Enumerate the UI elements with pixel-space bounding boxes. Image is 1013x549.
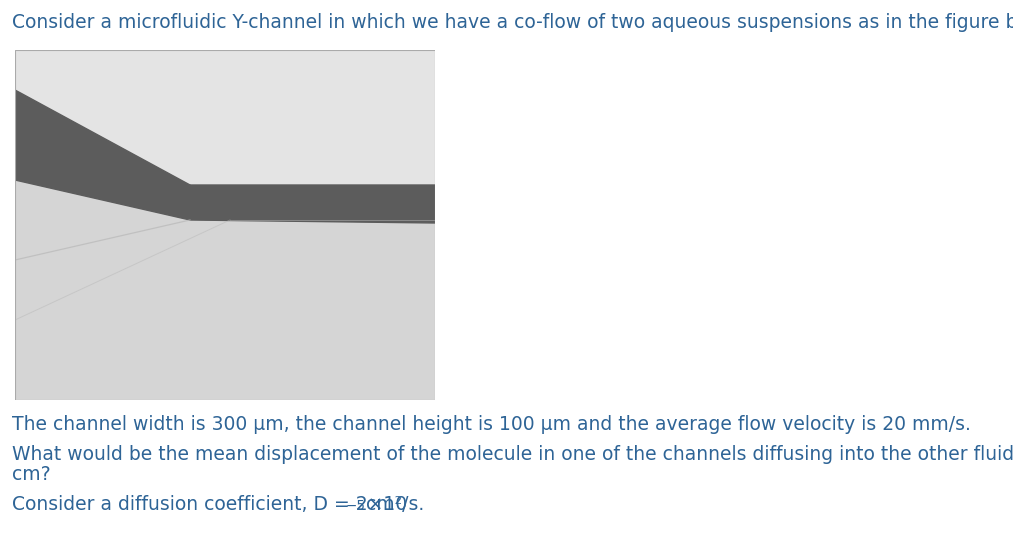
Polygon shape [190, 185, 435, 223]
Text: Consider a diffusion coefficient, D = 2×10: Consider a diffusion coefficient, D = 2×… [12, 495, 407, 514]
Text: cm²/s.: cm²/s. [360, 495, 424, 514]
Text: cm?: cm? [12, 465, 51, 484]
Text: Consider a microfluidic Y-channel in which we have a co-flow of two aqueous susp: Consider a microfluidic Y-channel in whi… [12, 13, 1013, 32]
Text: What would be the mean displacement of the molecule in one of the channels diffu: What would be the mean displacement of t… [12, 445, 1013, 464]
Text: The channel width is 300 μm, the channel height is 100 μm and the average flow v: The channel width is 300 μm, the channel… [12, 415, 970, 434]
Polygon shape [15, 180, 435, 400]
Polygon shape [15, 50, 435, 185]
Text: −5: −5 [346, 499, 366, 513]
Polygon shape [15, 90, 190, 220]
